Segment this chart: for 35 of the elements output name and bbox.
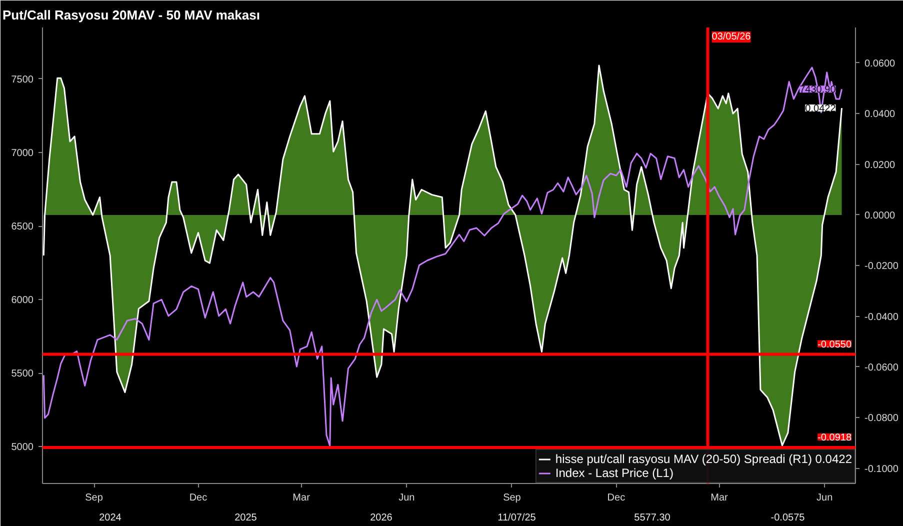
x-tick-label: Dec [607, 492, 626, 504]
x-tick-label: Sep [503, 492, 522, 504]
y-tick-label: 5000 [11, 442, 34, 454]
ref-line-label: -0.0550 [818, 339, 852, 350]
text: 2024 [99, 512, 122, 524]
y-tick-label: 7500 [11, 74, 34, 86]
text: -0.0575 [770, 512, 806, 524]
text: 11/07/25 [498, 512, 536, 524]
y-tick-label: 6500 [11, 222, 34, 233]
x-tick-label: Mar [710, 492, 729, 504]
x-tick-label: Mar [292, 492, 311, 504]
x-tick-label: Jun [816, 492, 833, 504]
text: 2025 [234, 512, 258, 524]
data-label: 0.0422 [805, 104, 836, 115]
chart-title: Put/Call Rasyosu 20MAV - 50 MAV makası [2, 8, 260, 22]
x-tick-label: Sep [85, 492, 104, 504]
x-tick-label: Jun [398, 492, 415, 504]
y-tick-label: 7000 [11, 148, 34, 160]
y2-tick-label: -0.0800 [864, 413, 899, 424]
legend-label: hisse put/call rasyosu MAV (20-50) Spreadi (R1) 0.0422 [555, 452, 852, 466]
y2-tick-label: -0.1000 [864, 464, 899, 475]
y2-tick-label: 0.0600 [864, 58, 896, 70]
x-tick-label: Dec [189, 492, 208, 504]
y2-tick-label: 0.0200 [864, 160, 896, 171]
text: 2026 [370, 512, 393, 524]
y2-tick-label: 0.0400 [864, 109, 896, 120]
y-tick-label: 6000 [11, 295, 34, 306]
text: 5577.30 [634, 512, 671, 524]
y2-tick-label: -0.0200 [864, 261, 899, 272]
y2-tick-label: 0.0000 [864, 210, 896, 222]
y2-tick-label: -0.0600 [864, 362, 899, 374]
y2-tick-label: -0.0400 [864, 312, 899, 323]
y-tick-label: 5500 [11, 368, 34, 380]
ref-line-label: 03/05/26 [712, 32, 752, 42]
legend-label: Index - Last Price (L1) [555, 466, 674, 480]
